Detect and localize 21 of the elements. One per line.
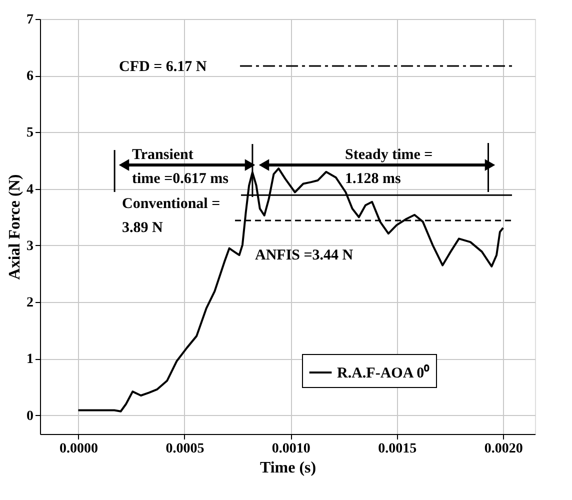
- x-tick-label: 0.0010: [272, 442, 310, 456]
- ref-line-label: ANFIS =3.44 N: [255, 248, 354, 264]
- y-tick-label: 2: [26, 296, 34, 311]
- ref-line-label: Conventional = 3.89 N: [122, 196, 220, 236]
- y-tick-label: 5: [26, 126, 34, 141]
- y-tick-label: 4: [26, 182, 34, 198]
- x-tick-label: 0.0015: [378, 442, 417, 456]
- x-tick-label: 0.0020: [484, 442, 523, 456]
- x-tick-label: 0.0005: [166, 442, 204, 456]
- ref-line-label: CFD = 6.17 N: [119, 58, 207, 75]
- legend-label: R.A.F-AOA 0⁰: [337, 364, 430, 382]
- annotation: Transient time =0.617 ms: [132, 147, 229, 187]
- y-tick-label: 6: [26, 69, 34, 84]
- annotation: Steady time = 1.128 ms: [345, 147, 433, 187]
- x-tick-label: 0.0000: [59, 442, 98, 456]
- y-tick-label: 0: [26, 408, 34, 424]
- x-axis-title: Time (s): [260, 460, 316, 476]
- y-axis-title: Axial Force (N): [6, 174, 24, 280]
- y-tick-label: 7: [26, 12, 34, 28]
- y-tick-label: 1: [26, 352, 34, 368]
- y-tick-label: 3: [26, 238, 34, 254]
